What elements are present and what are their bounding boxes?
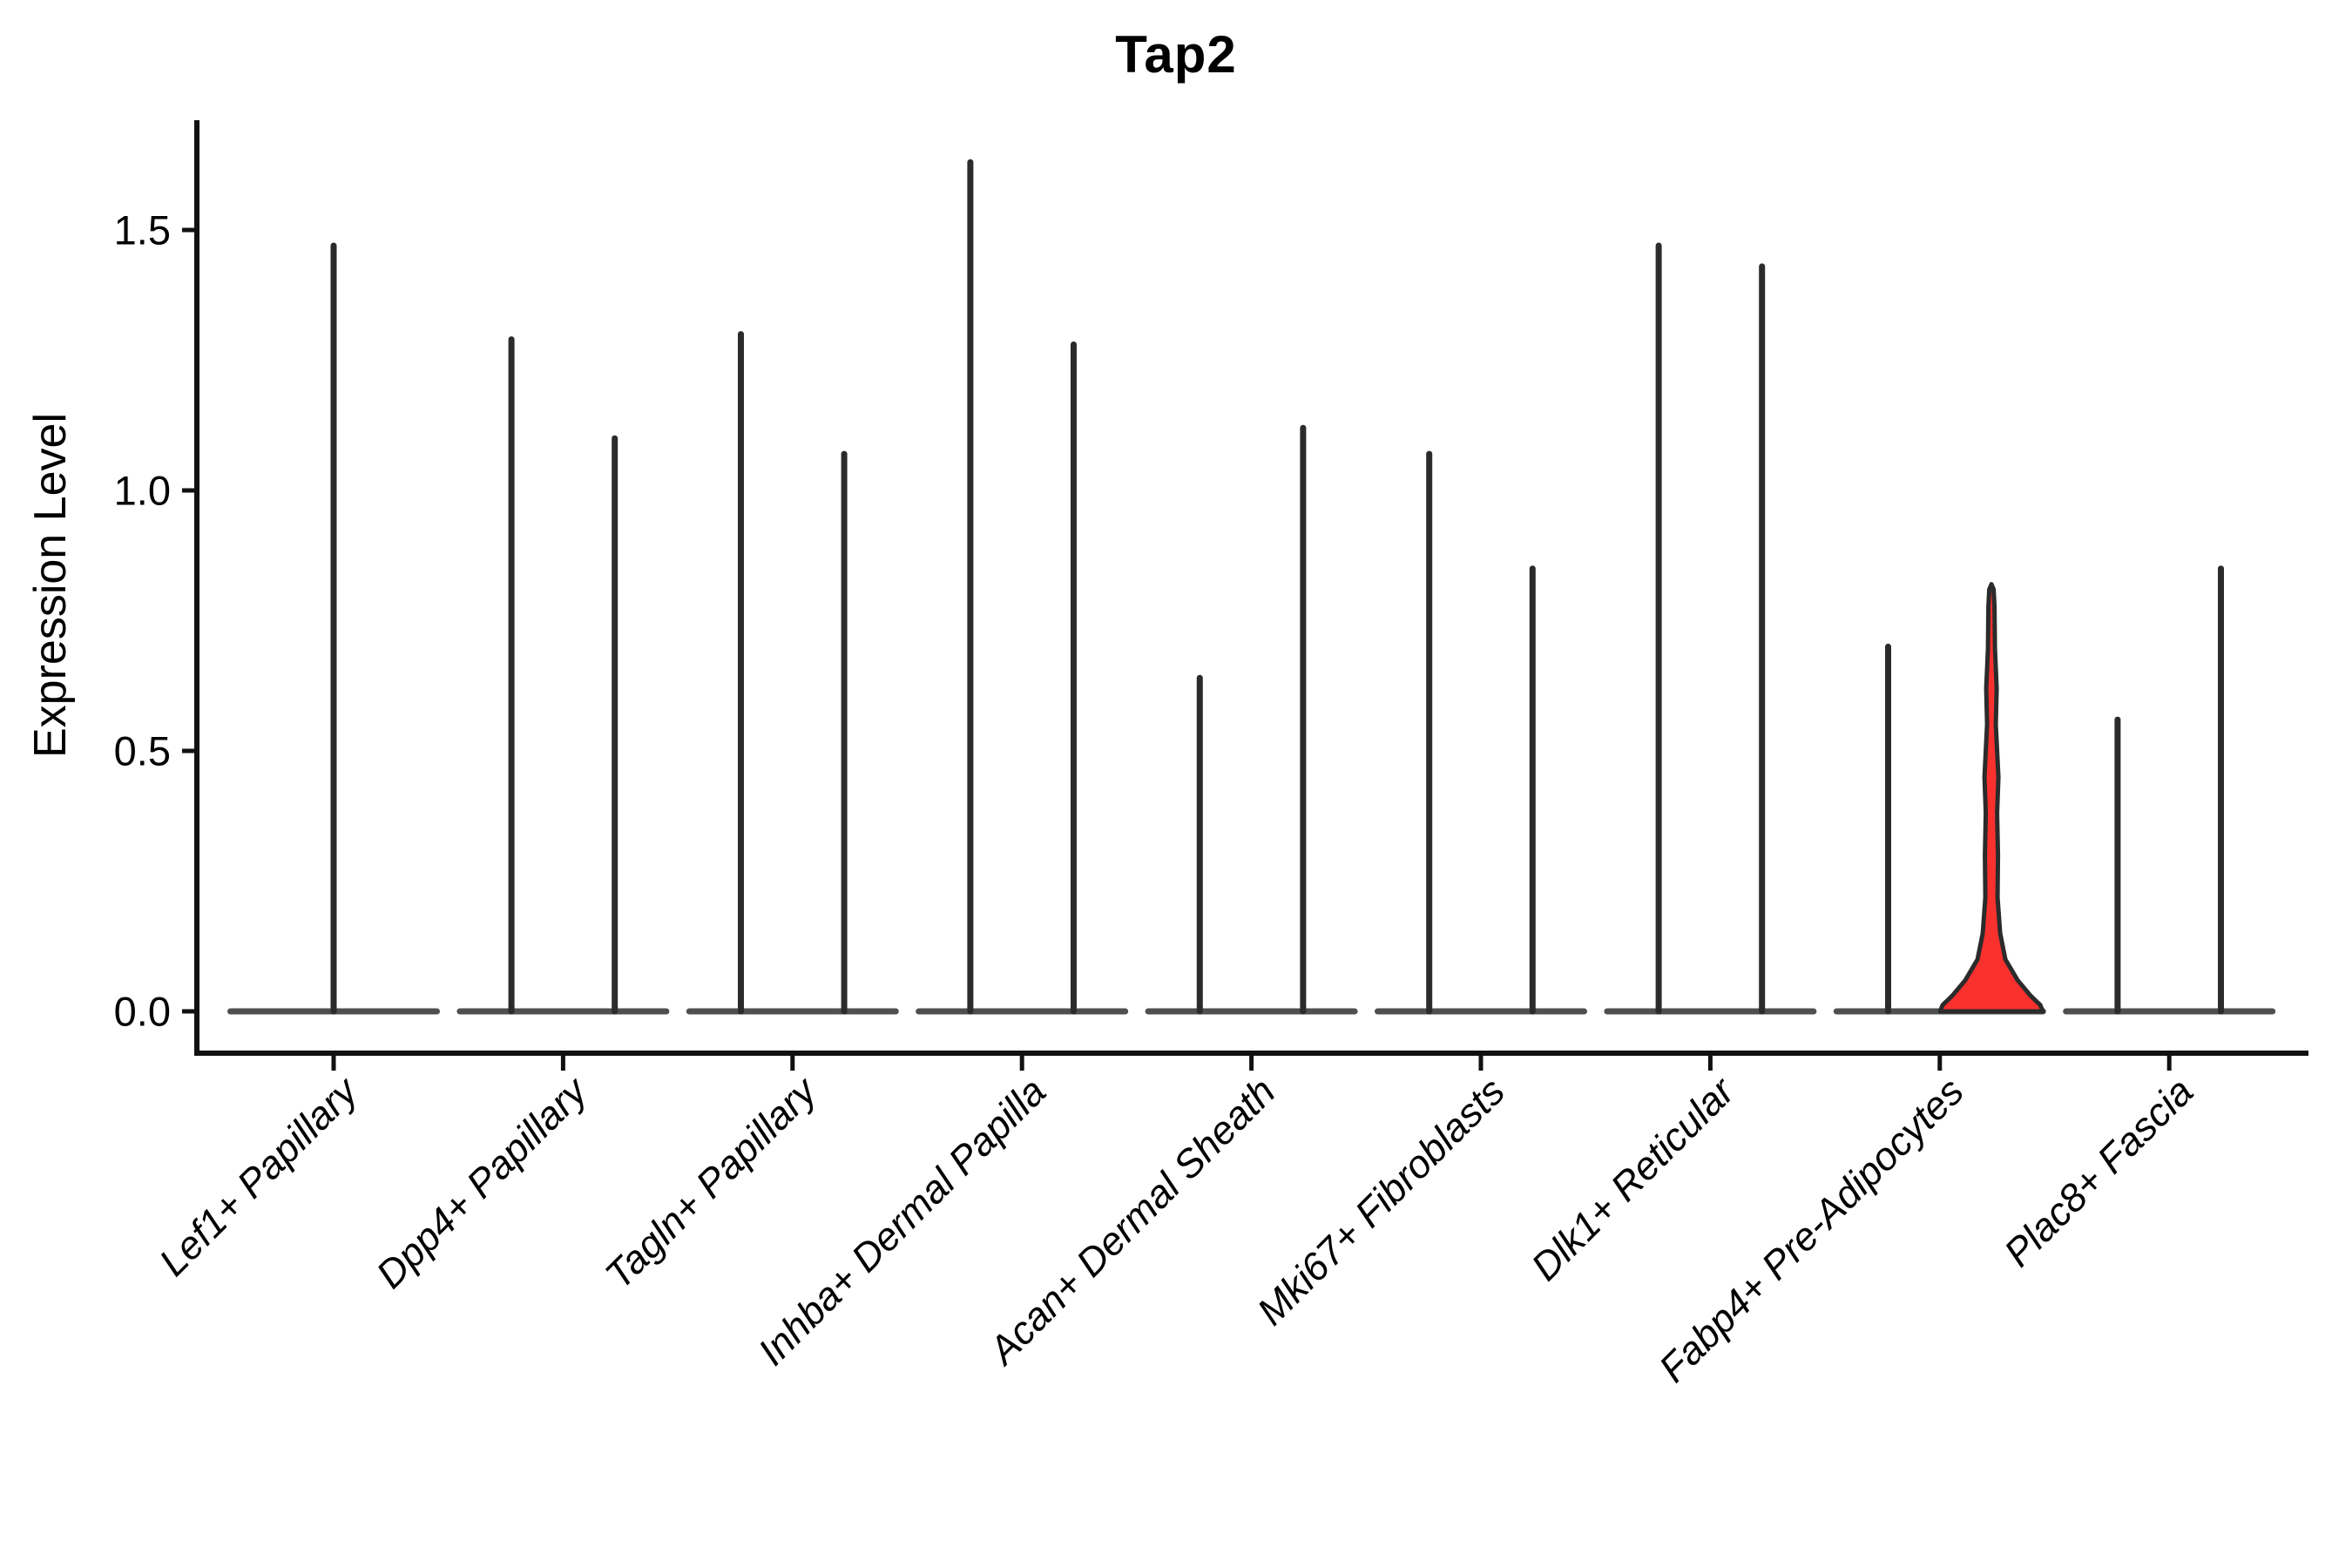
x-category-label: Dlk1+ Reticular: [1523, 1068, 1744, 1289]
y-tick-label: 1.0: [114, 468, 171, 514]
x-category-label: Lef1+ Papillary: [151, 1067, 368, 1284]
y-tick-label: 0.5: [114, 728, 171, 774]
x-category-label: Dpp4+ Papillary: [368, 1067, 597, 1296]
plot-title: Tap2: [1115, 25, 1237, 84]
y-tick-label: 1.5: [114, 207, 171, 253]
x-category-label: Tagln+ Papillary: [597, 1067, 827, 1297]
x-category-label: Plac8+ Fascia: [1995, 1069, 2201, 1275]
x-category-label: Mki67+ Fibroblasts: [1248, 1069, 1513, 1334]
highlighted-violin: [1937, 582, 2045, 1014]
y-tick-label: 0.0: [114, 989, 171, 1035]
